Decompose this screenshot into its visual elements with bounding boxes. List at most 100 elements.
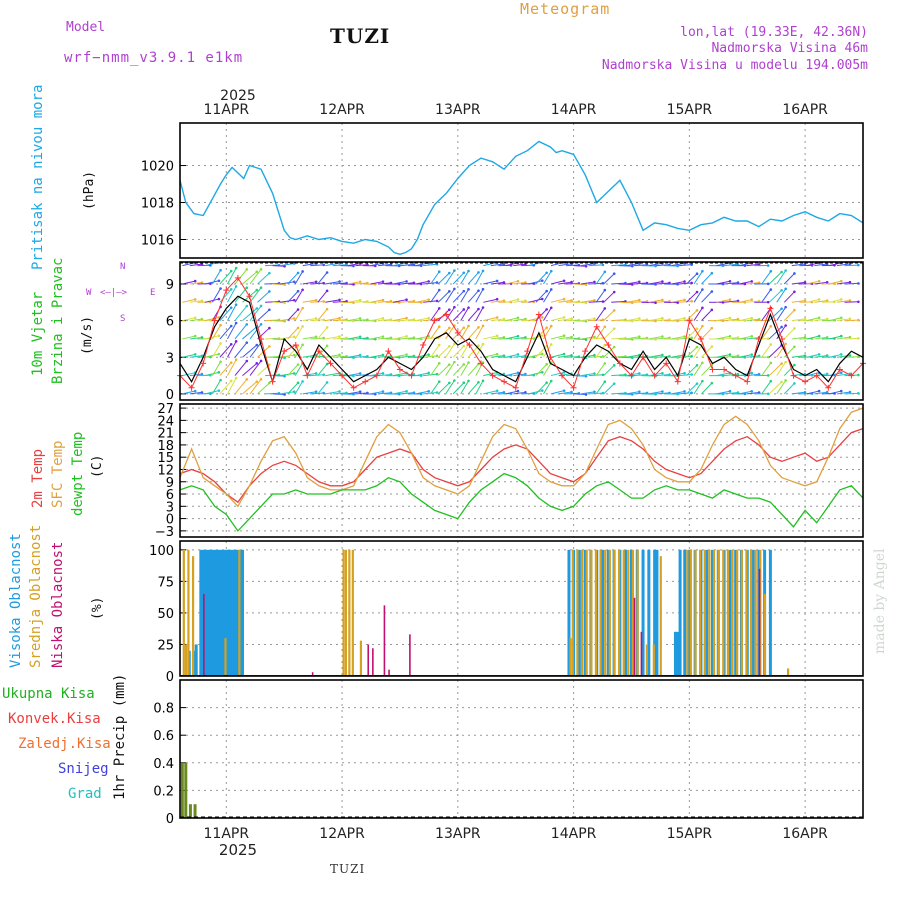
wind-arrow [219,362,232,376]
wind-arrow-head [540,297,544,301]
wind-arrow-head [690,281,693,285]
wind-arrow-head [462,381,466,385]
wind-arrow-head [229,324,233,328]
wind-arrow [430,289,440,303]
wind-arrow-head [322,281,326,285]
wind-arrow-head [338,298,341,302]
wind-arrow [693,362,703,376]
wind-gust-marker [466,342,473,349]
wind-arrow [648,281,663,285]
cloud-mid-bar [694,549,697,676]
wind-gust-marker [755,335,762,342]
wind-arrow [475,380,484,395]
wind-arrow-head [612,327,616,330]
wind-arrow [310,264,324,267]
wind-arrow [355,392,368,395]
wind-arrow [242,271,258,285]
wind-arrow-head [601,263,605,267]
wind-arrow-head [584,374,588,378]
cloud-mid-bar [238,549,241,676]
wind-arrow-head [793,272,796,275]
wind-arrow-head [757,317,761,321]
wind-arrow [761,344,772,358]
wind-arrow [543,270,552,285]
wind-arrow [280,263,295,267]
wind-arrow [242,326,258,340]
wind-arrow-head [322,373,326,377]
wind-arrow [550,335,565,340]
wind-arrow [505,353,519,358]
wind-arrow [513,355,526,358]
wind-arrow [265,319,280,322]
wind-arrow-head [200,372,204,376]
cloud-high-bar [678,549,682,676]
wind-arrow [257,327,270,340]
wind-arrow-head [462,271,466,275]
wind-arrow [806,353,820,358]
wind-arrow [490,263,505,267]
wind-gust-marker [778,335,785,342]
wind-arrow-head [325,271,329,274]
wind-arrow-head [766,337,770,341]
wind-arrow [234,305,248,321]
wind-arrow [287,290,299,303]
wind-arrow-head [769,379,773,383]
wind-arrow [686,383,698,395]
wind-arrow-head [721,392,725,396]
wind-arrow-head [757,299,761,303]
wind-arrow-head [245,341,249,344]
cloud-high-bar [641,549,645,676]
cloud-ytick-label: 75 [157,575,174,590]
wind-arrow-head [780,270,783,274]
wind-arrow-head [661,335,664,338]
wind-arrow-head [584,319,588,323]
wind-arrow-head [412,391,416,394]
wind-arrow [355,355,368,358]
wind-arrow-head [817,298,821,301]
wind-arrow-head [540,389,544,392]
wind-arrow [783,328,795,340]
wind-gust-marker [686,317,693,324]
wind-arrow [355,300,368,303]
wind-arrow-head [757,263,761,266]
wind-arrow [280,281,295,285]
cloud-high-bar [199,549,203,676]
wind-arrow [227,359,237,376]
wind-arrow [332,282,347,285]
wind-arrow-head [710,271,714,275]
wind-arrow [581,318,595,322]
wind-arrow-head [690,391,693,395]
wind-arrow [204,353,220,358]
wind-arrow [483,298,498,303]
wind-arrow [528,298,543,303]
cloud-mid-bar [594,549,598,676]
wind-arrow [211,269,221,285]
wind-gust-marker [477,360,484,367]
wind-arrow [678,373,692,377]
cloud-high-bar [236,549,240,676]
wind-gust-marker [362,378,369,385]
wind-arrow [648,317,663,322]
wind-arrow [588,374,603,377]
wind-arrow-head [358,353,362,357]
compass-e: E [150,288,156,298]
wind-arrow-head [245,304,249,308]
cloud-high-bar [229,549,233,676]
wind-arrow [595,271,606,285]
wind-arrow [189,281,203,285]
wind-arrow-head [803,317,807,321]
cloud-mid-bar [717,549,720,676]
wind-arrow [724,337,739,340]
wind-arrow-head [676,301,679,304]
wind-arrow-head [683,390,686,393]
wind-arrow-head [255,343,259,347]
wind-arrow-head [325,381,329,384]
wind-arrow-head [283,301,286,305]
cloud-ytick-label: 50 [157,607,174,622]
cloud-high-bar [222,549,226,676]
wind-arrow [528,280,543,285]
wind-arrow [716,335,731,340]
wind-arrow-head [405,280,408,283]
model-elevation-label: Nadmorska Visina u modelu 194.005m [601,58,868,73]
wind-arrow-head [481,342,485,346]
